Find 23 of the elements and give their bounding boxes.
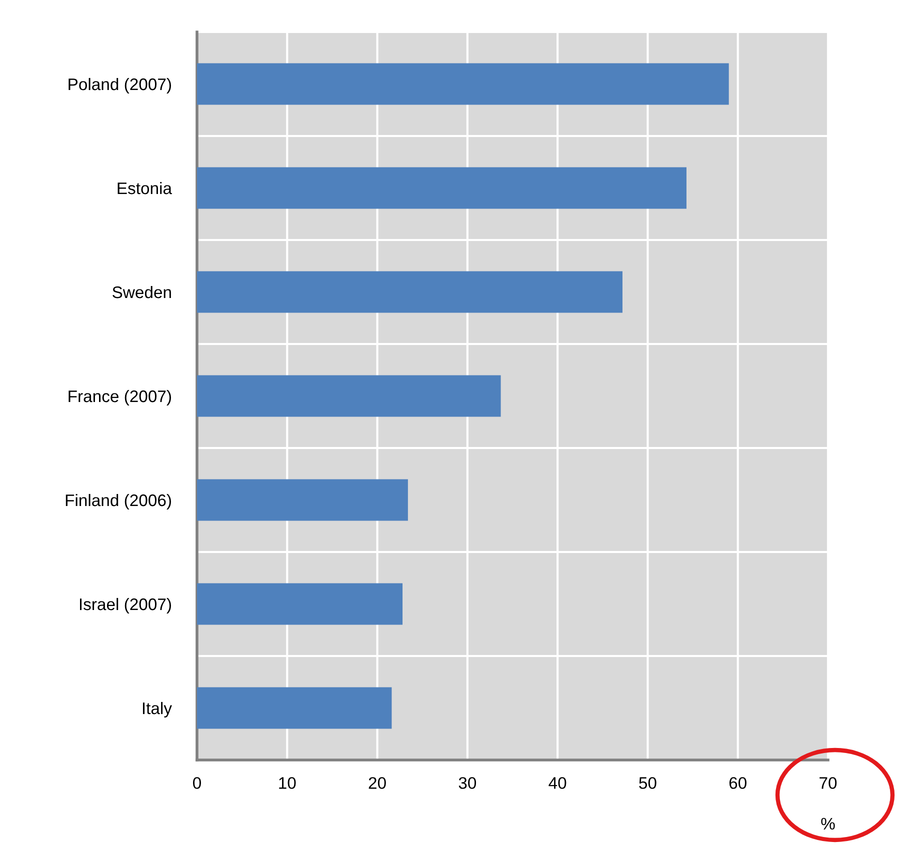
bar bbox=[197, 167, 686, 209]
bar bbox=[197, 583, 403, 625]
x-tick-label: 50 bbox=[639, 777, 656, 789]
x-axis-title: % bbox=[821, 818, 835, 830]
y-tick-label: France (2007) bbox=[68, 390, 171, 406]
y-tick-label: Italy bbox=[142, 702, 172, 718]
x-tick-label: 60 bbox=[729, 777, 746, 789]
x-tick-label: 30 bbox=[458, 777, 476, 789]
y-tick-label: Sweden bbox=[112, 286, 171, 298]
x-tick-label: 70 bbox=[820, 777, 837, 789]
y-tick-label: Israel (2007) bbox=[80, 598, 171, 614]
bar bbox=[197, 271, 622, 313]
x-tick-label: 40 bbox=[548, 777, 566, 789]
bar bbox=[197, 375, 501, 417]
x-tick-label: 10 bbox=[279, 777, 296, 789]
bar bbox=[197, 63, 729, 105]
x-tick-label: 0 bbox=[193, 777, 201, 789]
y-tick-label: Finland (2006) bbox=[66, 494, 171, 510]
x-tick-label: 20 bbox=[368, 777, 386, 789]
bar bbox=[197, 479, 408, 521]
bar bbox=[197, 687, 392, 729]
y-tick-label: Estonia bbox=[118, 182, 172, 194]
y-tick-label: Poland (2007) bbox=[68, 78, 171, 94]
